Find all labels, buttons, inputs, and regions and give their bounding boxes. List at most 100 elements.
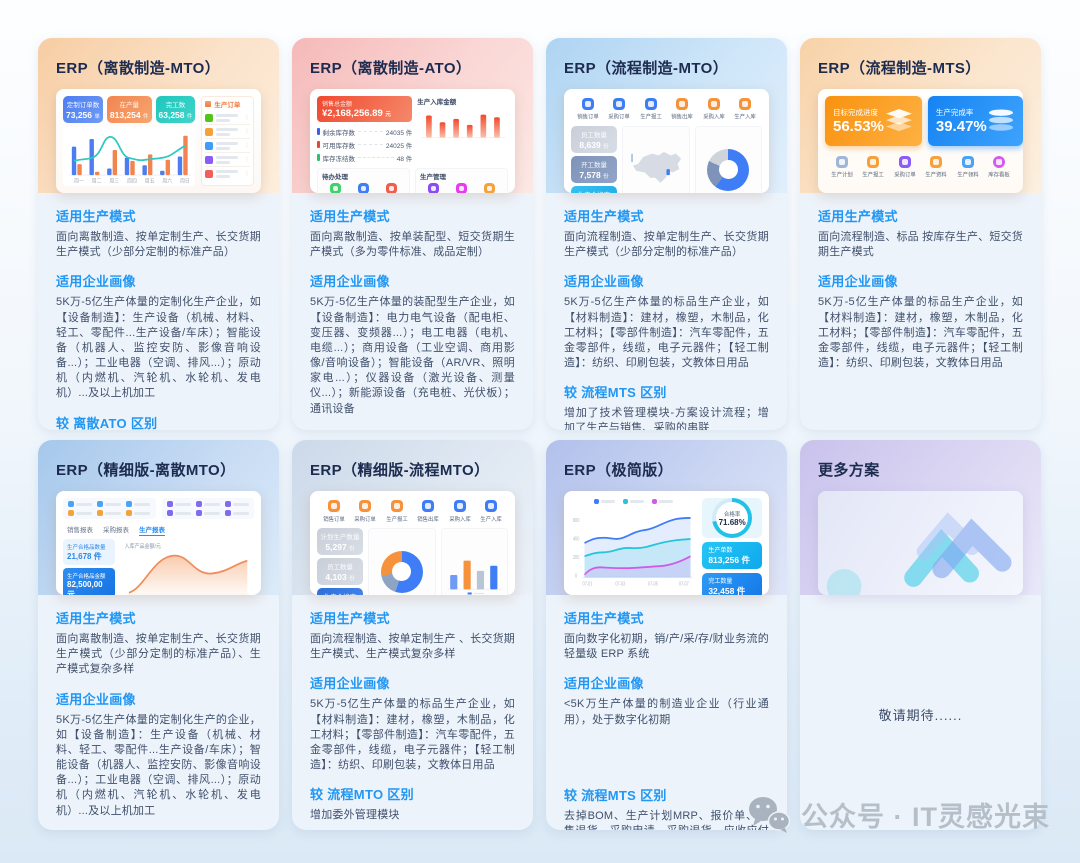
work-report-icon (644, 98, 657, 110)
svg-text:07-01: 07-01 (583, 581, 593, 587)
card-title: ERP（流程制造-MTS） (818, 60, 981, 77)
profile-text: 5K万-5亿生产体量的装配型生产企业，如【设备制造】：电力电气设备（配电柜、变压… (310, 296, 515, 415)
production-panel: 生产管理 生产报工 生产计划 生产退料 (415, 168, 508, 193)
stat-card: 在产量 813,254 件 (106, 96, 152, 123)
svg-text:周二: 周二 (92, 179, 102, 185)
card-title: ERP（精细版-流程MTO） (310, 462, 490, 479)
production-inbound-icon (484, 500, 497, 512)
section-heading-mode: 适用生产模式 (564, 209, 644, 224)
stat-card: 生产合格率98.46% (317, 588, 363, 595)
production-inbound-icon (738, 98, 751, 110)
diff-text: 去掉BOM、生产计划MRP、报价单、销售退货、采购申请、采购退货、应收应付明细/… (564, 809, 769, 830)
section-heading-mode: 适用生产模式 (564, 611, 644, 626)
dashboard-preview: 销售报表 采购报表 生产报表 生产合格品数量 21,678 件 生产合格品金额 82… (56, 491, 261, 595)
section-heading-profile: 适用企业画像 (56, 274, 136, 290)
purchase-order-icon (359, 500, 372, 512)
profile-text: 5K万-5亿生产体量的标品生产企业，如【材料制造】：建材，橡塑，木制品，化工材料… (310, 698, 515, 772)
card-title: ERP（精细版-离散MTO） (56, 462, 236, 479)
china-map (622, 126, 690, 193)
profile-text: 5K万-5亿生产体量的标品生产企业，如【材料制造】：建材，橡塑，木制品，化工材料… (818, 296, 1023, 370)
card-title: ERP（极简版） (564, 462, 674, 479)
return-approval-icon (357, 183, 369, 193)
exchange-approval-icon (385, 183, 397, 193)
sales-order-icon (582, 98, 594, 110)
menu-group (161, 498, 254, 519)
donut-chart (694, 126, 762, 193)
mode-text: 面向流程制造、标品 按库存生产、短交货期生产模式 (818, 231, 1023, 259)
section-heading-profile: 适用企业画像 (56, 691, 136, 707)
card-title: 更多方案 (818, 462, 880, 479)
sales-total-card: 销售总金额 ¥2,168,256.89 元 (317, 96, 413, 122)
card-header: ERP（流程制造-MTS） 目标完成进度 56.53% 生产完成率 39.47% (800, 38, 1041, 193)
purchase-approval-icon (330, 183, 342, 193)
orders-icon (205, 101, 212, 107)
card-grid: ERP（离散制造-MTO） 定制订单数 73,256 单 在产量 813,254 件… (38, 38, 1041, 830)
svg-text:周一: 周一 (74, 179, 84, 185)
inventory-row: 可用库存数 24025 件 (317, 138, 412, 151)
mode-text: 面向流程制造、按单定制生产、长交货期生产模式（少部分定制的标准产品） (564, 231, 769, 259)
completed-qty-card: 完工数量 32,458 件 (702, 573, 762, 595)
profile-text: 5K万-5亿生产体量的定制化生产企业，如【设备制造】：生产设备（机械、材料、轻工… (56, 296, 261, 400)
card-erp-process-mts: ERP（流程制造-MTS） 目标完成进度 56.53% 生产完成率 39.47% (800, 38, 1041, 430)
card-erp-process-mto: ERP（流程制造-MTO） 销售订单 采购订单 生产报工 销售出库 采购入库 生… (546, 38, 787, 430)
svg-text:周四: 周四 (127, 179, 137, 185)
chart-title: 生产入库金额 (417, 99, 457, 106)
target-progress-card: 目标完成进度 56.53% (825, 96, 922, 146)
svg-text:07-03: 07-03 (615, 581, 625, 587)
sales-order-icon (328, 500, 340, 512)
card-header: ERP（精细版-流程MTO） 销售订单 采购订单 生产报工 销售出库 采购入库 … (292, 440, 533, 595)
purchase-inbound-icon (453, 500, 466, 512)
svg-text:入库产品金额/元: 入库产品金额/元 (124, 542, 161, 551)
section-heading-diff: 较 流程MTS 区别 (564, 787, 667, 803)
svg-text:周三: 周三 (109, 179, 119, 185)
stat-card: 完工数 63,258 件 (155, 96, 196, 123)
sales-outbound-icon (676, 98, 689, 110)
inventory-row: 剩余库存数 24035 件 (317, 125, 412, 138)
multi-area-chart: 800 400 200 0 07-01 07-03 07-05 (573, 516, 693, 587)
report-tabs: 销售报表 采购报表 生产报表 (63, 522, 254, 536)
dashboard-preview: 销售总金额 ¥2,168,256.89 元 剩余库存数 24035 件 可用库存数… (310, 89, 515, 193)
svg-text:周日: 周日 (180, 179, 190, 185)
section-heading-diff: 较 流程MTO 区别 (310, 787, 414, 803)
mode-text: 面向离散制造、按单定制生产、长交货期生产模式（少部分定制的标准产品）、生产模式复… (56, 633, 261, 676)
order-list-item: ⋮ (205, 125, 250, 139)
svg-text:07-07: 07-07 (679, 581, 689, 587)
tab-sales-report: 销售报表 (67, 527, 93, 534)
card-header: ERP（极简版） 800 400 200 0 (546, 440, 787, 595)
section-heading-mode: 适用生产模式 (310, 611, 390, 626)
chart-legend (571, 498, 696, 506)
pass-rate-gauge: 合格率 71.68% (702, 498, 762, 538)
dashboard-preview: 800 400 200 0 07-01 07-03 07-05 (564, 491, 769, 595)
purchase-inbound-icon (707, 98, 720, 110)
qualified-qty-card: 生产合格品数量 21,678 件 (63, 539, 115, 565)
section-heading-mode: 适用生产模式 (818, 209, 898, 224)
production-data-icon (930, 156, 943, 168)
abstract-logo-art (818, 491, 1023, 595)
completion-rate-card: 生产完成率 39.47% (927, 96, 1023, 146)
card-title: ERP（流程制造-MTO） (564, 60, 729, 77)
work-report-icon (390, 500, 403, 512)
production-plan-icon (836, 156, 848, 168)
work-report-icon (867, 156, 880, 168)
mode-text: 面向离散制造、按单定制生产、长交货期生产模式（少部分定制的标准产品） (56, 231, 261, 259)
order-list-item: ⋮ (205, 167, 250, 180)
svg-text:07-05: 07-05 (648, 581, 658, 587)
card-title: ERP（离散制造-MTO） (56, 60, 221, 77)
stat-card: 开工数量 7,578 份 (571, 156, 617, 183)
card-erp-discrete-ato: ERP（离散制造-ATO） 销售总金额 ¥2,168,256.89 元 剩余库存… (292, 38, 533, 430)
donut-chart (368, 528, 436, 595)
section-heading-diff: 较 流程MTS 区别 (564, 385, 667, 401)
tab-production-report: 生产报表 (139, 524, 165, 536)
sales-outbound-icon (422, 500, 435, 512)
todo-panel: 待办处理 采购审批 退货审批 换货审批 (317, 168, 410, 193)
material-return-icon (483, 183, 495, 193)
stat-card: 定制订单数 73,256 单 (63, 96, 103, 123)
dashboard-preview: 定制订单数 73,256 单 在产量 813,254 件 完工数 63,258 件 (56, 89, 261, 193)
stat-card: 计划生产数量 5,297 份 (317, 528, 363, 555)
card-erp-lite: ERP（极简版） 800 400 200 0 (546, 440, 787, 830)
diff-text: 增加了技术管理模块-方案设计流程；增加了生产与销售、采购的串联 (564, 407, 769, 430)
card-title: ERP（离散制造-ATO） (310, 60, 472, 77)
dashboard-preview: 目标完成进度 56.53% 生产完成率 39.47% (818, 89, 1023, 193)
card-more-solutions: 更多方案 敬请期待...... (800, 440, 1041, 830)
svg-text:周六: 周六 (162, 178, 172, 185)
